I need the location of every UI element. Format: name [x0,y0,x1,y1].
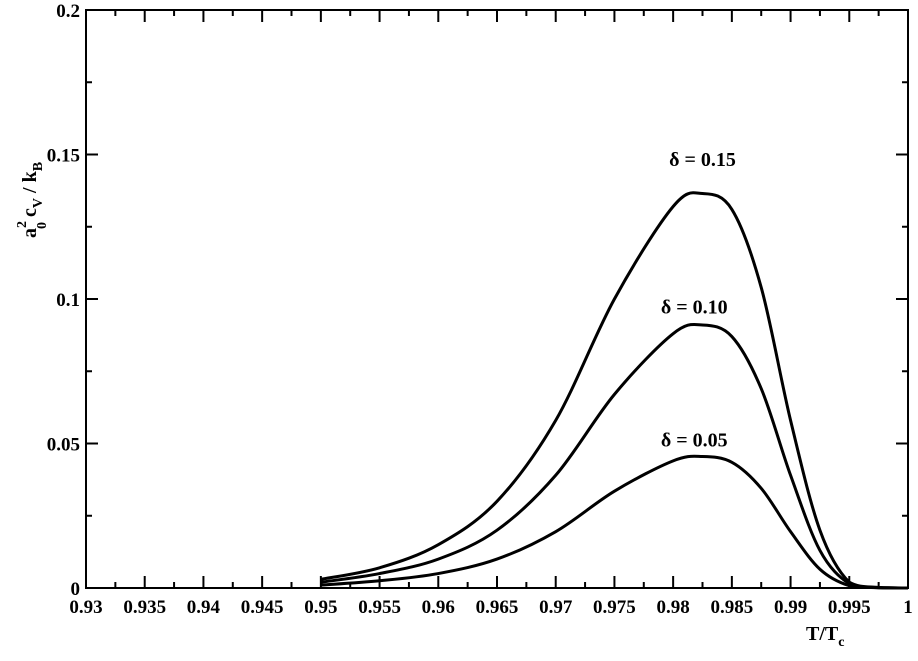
y-tick-label: 0.2 [56,1,80,22]
x-tick-label: 0.945 [241,597,284,618]
series-line-0 [320,191,909,590]
y-tick-label: 0.15 [47,146,80,167]
x-tick-label: 0.96 [422,597,455,618]
series-annotation: δ = 0.05 [661,429,728,451]
ticks [85,9,909,589]
x-tick-label: 0.95 [304,597,337,618]
series-line-1 [320,322,909,590]
series-lines [320,191,909,590]
x-tick-label: 0.94 [187,597,221,618]
annotations: δ = 0.15 δ = 0.10 δ = 0.05 [661,149,736,451]
x-tick-label: 0.955 [358,597,401,618]
x-tick-label: 0.99 [774,597,807,618]
x-tick-label: 0.965 [476,597,519,618]
y-tick-label: 0.1 [56,290,80,311]
series-annotation: δ = 0.15 [669,149,736,171]
x-tick-label: 0.995 [828,597,871,618]
x-tick-label: 0.975 [593,597,636,618]
x-tick-label: 0.97 [539,597,573,618]
x-tick-label: 0.935 [123,597,166,618]
x-tick-label: 1 [903,597,913,618]
tick-labels: 0.93 0.935 0.94 0.945 0.95 0.955 0.96 0.965 0.97… [47,1,913,618]
series-line-2 [320,454,909,590]
x-tick-label: 0.93 [69,597,102,618]
x-tick-label: 0.985 [710,597,753,618]
y-tick-label: 0.05 [47,435,80,456]
x-axis-label: T/Tc [806,623,844,650]
series-annotation: δ = 0.10 [661,296,728,318]
y-tick-label: 0 [71,579,81,600]
y-axis-label: a2 0cV / kB [15,162,50,238]
x-tick-label: 0.98 [657,597,690,618]
